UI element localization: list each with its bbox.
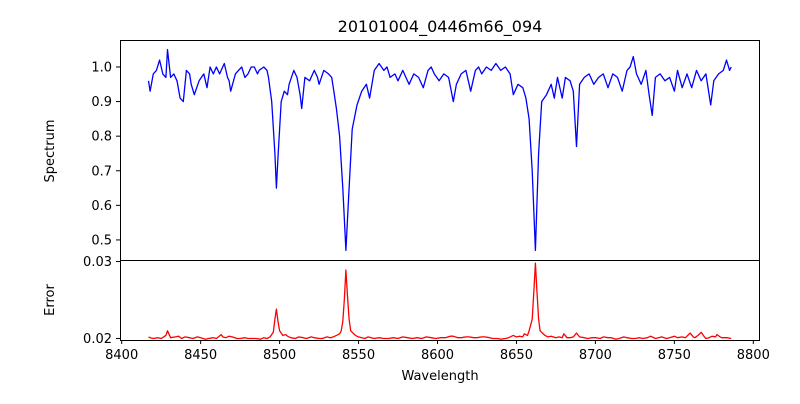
- y-tick-label: 0.5: [91, 233, 112, 248]
- spectrum-panel: 0.5 0.6 0.7 0.8 0.9 1.0 Spectrum: [43, 40, 760, 261]
- x-tick-label: 8400: [105, 348, 138, 363]
- x-tick-label: 8750: [658, 348, 691, 363]
- y-tick-label: 0.7: [91, 164, 112, 179]
- error-panel: 0.02 0.03 8400 8450 8500 8550 8600 8650 8700 875…: [43, 255, 770, 384]
- spectrum-series-line: [147, 49, 732, 251]
- y-tick-label: 0.9: [91, 95, 112, 110]
- y-tick-label: 0.8: [91, 130, 112, 145]
- x-tick-label: 8800: [737, 348, 770, 363]
- x-ticks: 8400 8450 8500 8550 8600 8650 8700 8750 8800: [105, 340, 770, 363]
- error-y-ticks: 0.02 0.03: [83, 255, 120, 347]
- x-tick-label: 8500: [263, 348, 296, 363]
- error-axes-frame: [120, 260, 760, 341]
- x-tick-label: 8600: [421, 348, 454, 363]
- y-tick-label: 0.6: [91, 199, 112, 214]
- y-tick-label: 0.03: [83, 255, 112, 270]
- chart-title: 20101004_0446m66_094: [338, 17, 543, 37]
- error-series-line: [148, 262, 732, 340]
- x-tick-label: 8450: [184, 348, 217, 363]
- y-tick-label: 1.0: [91, 60, 112, 75]
- spectrum-y-label: Spectrum: [43, 120, 58, 183]
- x-axis-label: Wavelength: [401, 369, 478, 384]
- x-tick-label: 8550: [342, 348, 375, 363]
- x-tick-label: 8650: [500, 348, 533, 363]
- error-y-label: Error: [43, 284, 58, 316]
- y-tick-label: 0.02: [83, 332, 112, 347]
- spectrum-y-ticks: 0.5 0.6 0.7 0.8 0.9 1.0: [91, 60, 120, 248]
- x-tick-label: 8700: [579, 348, 612, 363]
